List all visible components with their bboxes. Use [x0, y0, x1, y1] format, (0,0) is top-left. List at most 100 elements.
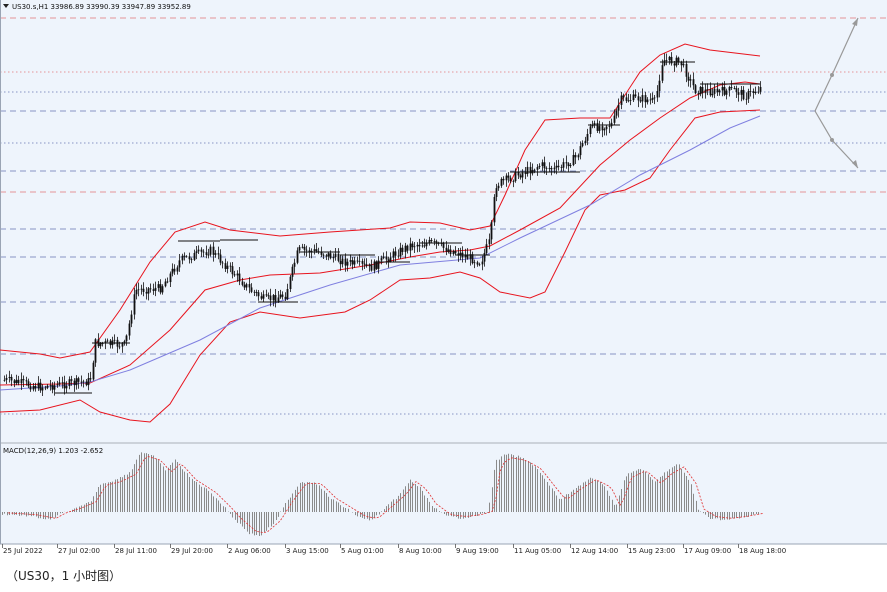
candle-body [733, 88, 736, 89]
candle-body [562, 162, 565, 168]
candle-body [157, 284, 160, 288]
candle-body [385, 256, 388, 260]
candle-body [711, 93, 714, 96]
candle-body [569, 165, 572, 167]
candle-body [226, 265, 229, 269]
candle-body [94, 339, 97, 363]
candle-body [418, 244, 421, 247]
candle-body [145, 291, 148, 294]
candle-body [329, 253, 332, 259]
candle-body [440, 243, 443, 244]
candle-body [147, 288, 150, 294]
symbol-dropdown-icon[interactable] [3, 4, 9, 8]
candle-body [490, 222, 493, 240]
candle-body [22, 379, 25, 381]
candle-body [423, 245, 426, 247]
candle-body [605, 126, 608, 130]
candle-body [166, 281, 169, 283]
candle-body [113, 339, 116, 341]
candle-body [241, 281, 244, 285]
candle-body [737, 92, 740, 95]
candle-body [694, 85, 697, 94]
candle-body [519, 175, 522, 178]
x-tick-label: 8 Aug 10:00 [399, 547, 442, 555]
candle-body [65, 386, 68, 389]
candle-body [217, 253, 220, 255]
candle-body [214, 253, 217, 255]
candle-body [341, 258, 344, 265]
x-tick-label: 3 Aug 15:00 [286, 547, 329, 555]
candle-body [123, 341, 126, 344]
candle-body [481, 261, 484, 265]
x-tick-label: 9 Aug 19:00 [456, 547, 499, 555]
candle-body [212, 246, 215, 255]
candle-body [277, 297, 280, 302]
candle-body [653, 97, 656, 99]
candle-body [178, 260, 181, 268]
candle-body [730, 87, 733, 89]
candle-body [15, 379, 18, 384]
candle-body [581, 143, 584, 147]
candle-body [169, 273, 172, 283]
bollinger-bands [0, 43, 761, 423]
candle-body [538, 165, 541, 168]
candle-body [392, 251, 395, 258]
candle-body [308, 250, 311, 253]
candle-body [749, 90, 752, 92]
candle-body [361, 260, 364, 264]
candle-body [202, 251, 205, 253]
candle-body [322, 254, 325, 256]
candle-body [5, 377, 8, 380]
candle-body [389, 257, 392, 262]
candle-body [245, 284, 248, 288]
horizontal-levels [0, 0, 887, 544]
candle-body [365, 264, 368, 267]
candle-body [505, 175, 508, 181]
candle-body [185, 256, 188, 258]
candle-body [545, 168, 548, 170]
candle-body [632, 94, 635, 101]
candle-body [173, 268, 176, 272]
candle-body [27, 381, 30, 387]
candle-body [524, 172, 527, 174]
macd-signal-line [7, 455, 765, 534]
candle-body [634, 94, 637, 97]
candle-body [320, 251, 323, 255]
candle-body [3, 379, 6, 381]
candle-body [32, 385, 35, 390]
candle-body [298, 246, 301, 251]
candle-body [615, 110, 618, 116]
x-axis: 25 Jul 2022 27 Jul 02:00 28 Jul 11:00 29 Ju… [2, 544, 786, 555]
candle-body [521, 172, 524, 178]
candle-body [305, 249, 308, 251]
candle-body [421, 245, 424, 247]
candle-body [651, 97, 654, 100]
x-tick-label: 5 Aug 01:00 [341, 547, 384, 555]
candle-body [358, 260, 361, 262]
candle-body [25, 380, 28, 382]
candle-body [603, 129, 606, 131]
candle-body [512, 181, 515, 182]
candle-body [337, 253, 340, 261]
candle-body [687, 76, 690, 81]
candle-body [656, 91, 659, 98]
candle-body [327, 253, 330, 257]
candle-body [409, 243, 412, 251]
candle-body [224, 263, 227, 269]
candle-body [579, 146, 582, 156]
candle-body [500, 178, 503, 186]
candle-body [380, 258, 383, 261]
candle-body [507, 175, 510, 178]
candle-body [488, 239, 491, 245]
candle-body [577, 155, 580, 158]
candle-body [130, 314, 133, 324]
projection-node [830, 73, 834, 77]
candle-body [10, 376, 13, 381]
candle-body [449, 249, 452, 255]
candle-body [629, 100, 632, 101]
candle-body [644, 95, 647, 103]
candle-body [161, 286, 164, 293]
candle-body [375, 261, 378, 269]
candle-body [99, 343, 102, 347]
candle-body [188, 256, 191, 260]
